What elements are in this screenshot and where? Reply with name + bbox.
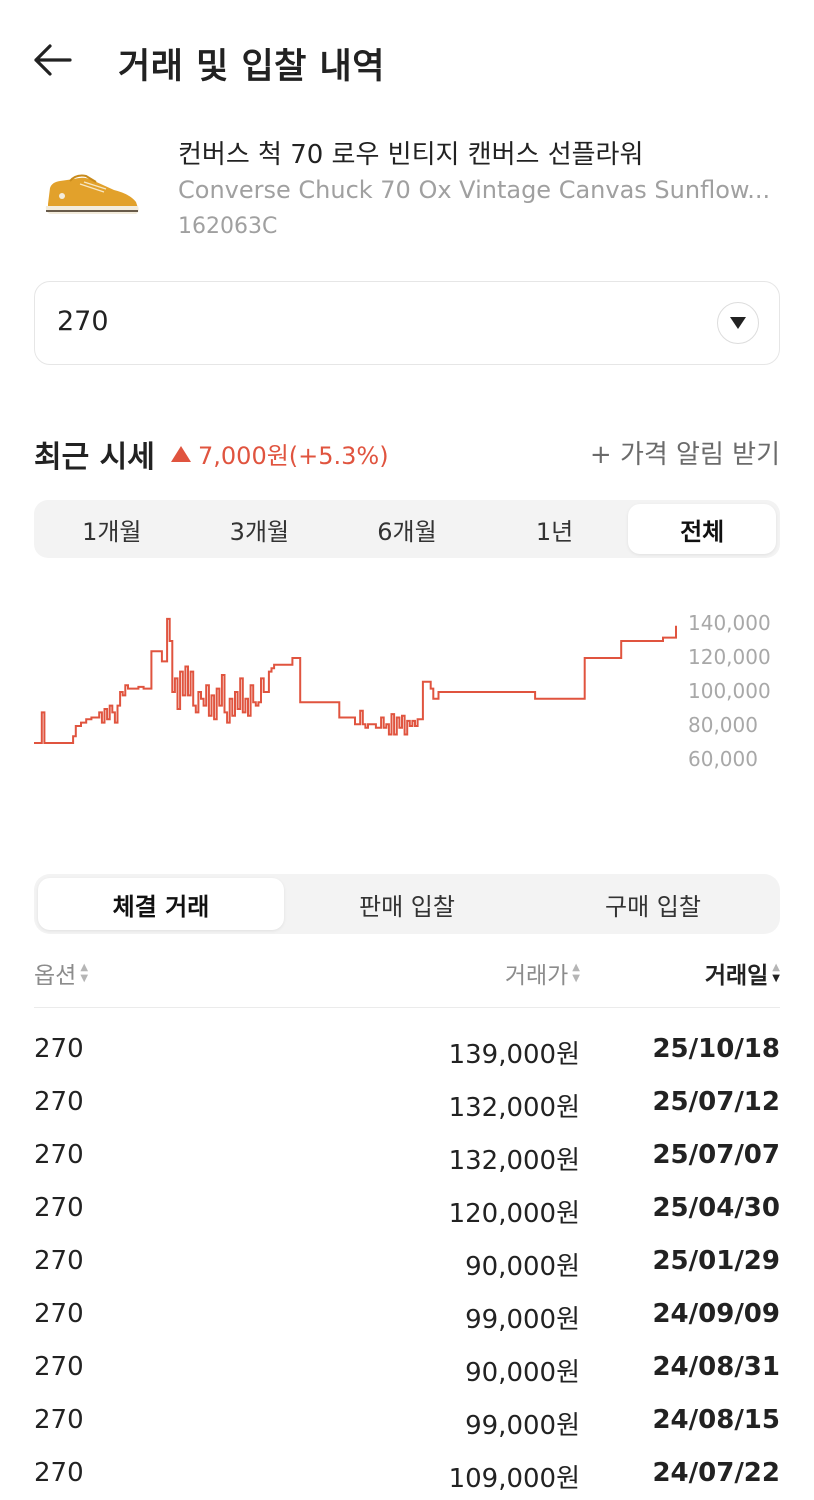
product-summary[interactable]: 컨버스 척 70 로우 빈티지 캔버스 선플라워 Converse Chuck …: [0, 130, 814, 250]
sort-icon: ▲ ▼: [80, 962, 89, 984]
cell-date: 25/07/07: [652, 1140, 780, 1170]
cell-option: 270: [34, 1246, 84, 1276]
product-name-korean: 컨버스 척 70 로우 빈티지 캔버스 선플라워: [178, 140, 644, 170]
cell-price: 99,000원: [465, 1411, 580, 1441]
product-model-code: 162063C: [178, 214, 278, 239]
sneaker-thumbnail: [45, 174, 139, 214]
y-axis-tick-label: 100,000: [688, 679, 771, 703]
cell-price: 109,000원: [448, 1464, 580, 1494]
cell-option: 270: [34, 1458, 84, 1488]
product-thumbnail: [40, 160, 144, 230]
cell-option: 270: [34, 1193, 84, 1223]
column-header-date[interactable]: 거래일 ▲ ▼: [704, 962, 780, 989]
period-tab-bar: 1개월 3개월 6개월 1년 전체: [34, 500, 780, 558]
price-change: 7,000원(+5.3%): [170, 436, 389, 471]
trade-history-table: 270 139,000원 25/10/18 270 132,000원 25/07/12 27…: [34, 1024, 780, 1500]
price-chart-svg: [34, 617, 677, 744]
top-app-bar: 거래 및 입찰 내역: [0, 0, 814, 120]
cell-price: 90,000원: [465, 1358, 580, 1388]
column-header-option[interactable]: 옵션 ▲ ▼: [34, 962, 89, 989]
cell-option: 270: [34, 1299, 84, 1329]
tab-trade-0[interactable]: 체결 거래: [38, 878, 284, 930]
trade-tab-bar: 체결 거래 판매 입찰 구매 입찰: [34, 874, 780, 934]
cell-price: 132,000원: [448, 1146, 580, 1176]
tab-period-2[interactable]: 6개월: [377, 517, 437, 546]
cell-date: 24/08/15: [652, 1405, 780, 1435]
size-select[interactable]: 270: [34, 281, 780, 365]
cell-option: 270: [34, 1140, 84, 1170]
cell-option: 270: [34, 1087, 84, 1117]
table-row[interactable]: 270 99,000원 24/08/15: [34, 1395, 780, 1448]
table-header: 옵션 ▲ ▼ 거래가 ▲ ▼ 거래일 ▲ ▼: [34, 950, 780, 1008]
cell-price: 99,000원: [465, 1305, 580, 1335]
price-series-line: [34, 617, 677, 744]
tab-period-4[interactable]: 전체: [628, 504, 776, 554]
arrow-left-icon: [34, 44, 72, 76]
cell-date: 25/04/30: [652, 1193, 780, 1223]
cell-option: 270: [34, 1405, 84, 1435]
cell-price: 132,000원: [448, 1093, 580, 1123]
table-row[interactable]: 270 132,000원 25/07/12: [34, 1077, 780, 1130]
table-row[interactable]: 270 90,000원 24/08/31: [34, 1342, 780, 1395]
page-title: 거래 및 입찰 내역: [118, 47, 385, 87]
cell-option: 270: [34, 1352, 84, 1382]
tab-period-3[interactable]: 1년: [535, 517, 574, 546]
cell-option: 270: [34, 1034, 84, 1064]
tab-period-0[interactable]: 1개월: [82, 517, 142, 546]
cell-date: 25/10/18: [652, 1034, 780, 1064]
price-chart[interactable]: 140,000 120,000 100,000 80,000 60,000: [0, 585, 814, 785]
cell-date: 24/08/31: [652, 1352, 780, 1382]
cell-date: 24/07/22: [652, 1458, 780, 1488]
market-price-row: 최근 시세 7,000원(+5.3%) + 가격 알림 받기: [34, 432, 780, 476]
table-row[interactable]: 270 90,000원 25/01/29: [34, 1236, 780, 1289]
table-row[interactable]: 270 109,000원 24/07/22: [34, 1448, 780, 1500]
table-row[interactable]: 270 120,000원 25/04/30: [34, 1183, 780, 1236]
table-row[interactable]: 270 99,000원 24/09/09: [34, 1289, 780, 1342]
cell-price: 120,000원: [448, 1199, 580, 1229]
tab-period-1[interactable]: 3개월: [229, 517, 290, 546]
table-row[interactable]: 270 132,000원 25/07/07: [34, 1130, 780, 1183]
cell-price: 90,000원: [465, 1252, 580, 1282]
market-price-title: 최근 시세: [34, 440, 155, 475]
table-row[interactable]: 270 139,000원 25/10/18: [34, 1024, 780, 1077]
cell-date: 24/09/09: [652, 1299, 780, 1329]
price-alert-button[interactable]: + 가격 알림 받기: [589, 440, 780, 470]
sort-icon: ▲ ▼: [572, 962, 580, 984]
tab-trade-2[interactable]: 구매 입찰: [605, 892, 701, 921]
price-change-value: 7,000원(+5.3%): [198, 442, 389, 470]
product-name-english: Converse Chuck 70 Ox Vintage Canvas Sunf…: [178, 176, 771, 204]
y-axis-tick-label: 120,000: [688, 645, 771, 669]
cell-price: 139,000원: [448, 1040, 580, 1070]
y-axis-tick-label: 80,000: [688, 713, 758, 737]
y-axis-tick-label: 140,000: [688, 611, 771, 635]
cell-date: 25/01/29: [652, 1246, 780, 1276]
column-header-price[interactable]: 거래가 ▲ ▼: [504, 962, 580, 989]
triangle-up-icon: [171, 445, 191, 462]
dropdown-button[interactable]: [717, 302, 759, 344]
cell-date: 25/07/12: [652, 1087, 780, 1117]
sort-descending-icon: ▲ ▼: [772, 962, 780, 984]
size-select-value: 270: [57, 306, 109, 337]
triangle-down-icon: [730, 317, 746, 329]
back-button[interactable]: [30, 38, 90, 82]
tab-trade-1[interactable]: 판매 입찰: [359, 892, 455, 921]
y-axis-tick-label: 60,000: [688, 747, 758, 771]
